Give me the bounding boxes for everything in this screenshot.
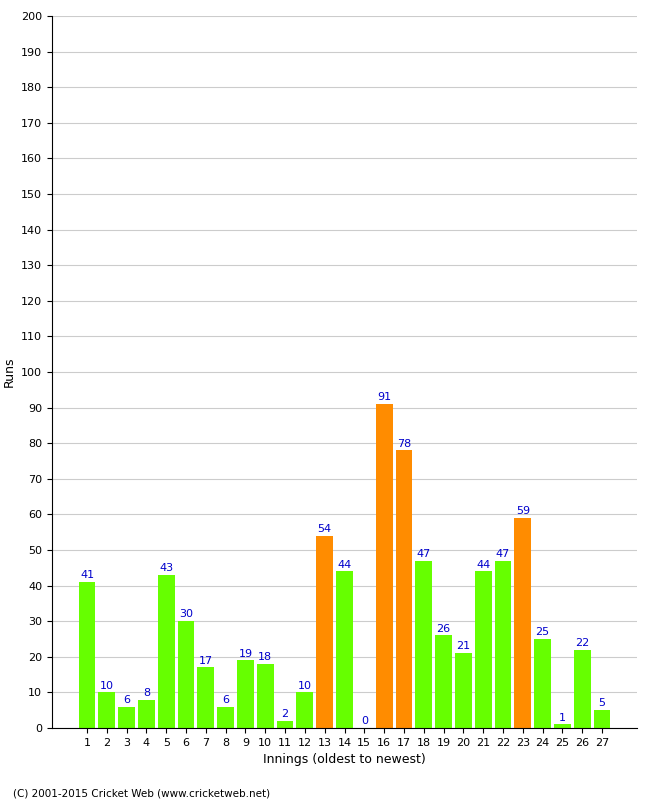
Text: 18: 18: [258, 652, 272, 662]
Text: 59: 59: [515, 506, 530, 516]
Text: 8: 8: [143, 688, 150, 698]
Bar: [415, 561, 432, 728]
Text: 25: 25: [536, 627, 550, 638]
Bar: [474, 571, 491, 728]
Text: 44: 44: [337, 559, 352, 570]
Bar: [574, 650, 591, 728]
Bar: [317, 536, 333, 728]
Bar: [554, 725, 571, 728]
X-axis label: Innings (oldest to newest): Innings (oldest to newest): [263, 754, 426, 766]
Text: 91: 91: [377, 392, 391, 402]
Bar: [277, 721, 294, 728]
Y-axis label: Runs: Runs: [3, 357, 16, 387]
Bar: [98, 693, 115, 728]
Text: 10: 10: [298, 681, 312, 690]
Text: (C) 2001-2015 Cricket Web (www.cricketweb.net): (C) 2001-2015 Cricket Web (www.cricketwe…: [13, 788, 270, 798]
Text: 41: 41: [80, 570, 94, 580]
Bar: [177, 622, 194, 728]
Text: 54: 54: [318, 524, 332, 534]
Text: 5: 5: [599, 698, 606, 709]
Text: 47: 47: [496, 549, 510, 559]
Text: 30: 30: [179, 610, 193, 619]
Text: 6: 6: [222, 695, 229, 705]
Text: 19: 19: [239, 649, 253, 658]
Text: 17: 17: [199, 656, 213, 666]
Text: 44: 44: [476, 559, 490, 570]
Text: 43: 43: [159, 563, 174, 573]
Bar: [138, 699, 155, 728]
Text: 0: 0: [361, 716, 368, 726]
Text: 10: 10: [100, 681, 114, 690]
Text: 6: 6: [123, 695, 130, 705]
Bar: [336, 571, 353, 728]
Bar: [514, 518, 531, 728]
Bar: [198, 667, 214, 728]
Bar: [217, 706, 234, 728]
Text: 78: 78: [396, 438, 411, 449]
Text: 26: 26: [436, 624, 450, 634]
Bar: [534, 639, 551, 728]
Bar: [296, 693, 313, 728]
Bar: [395, 450, 412, 728]
Text: 2: 2: [281, 709, 289, 719]
Text: 21: 21: [456, 642, 471, 651]
Bar: [79, 582, 96, 728]
Bar: [435, 635, 452, 728]
Text: 47: 47: [417, 549, 431, 559]
Bar: [376, 404, 393, 728]
Text: 22: 22: [575, 638, 590, 648]
Bar: [455, 654, 472, 728]
Bar: [495, 561, 512, 728]
Bar: [158, 575, 175, 728]
Bar: [593, 710, 610, 728]
Text: 1: 1: [559, 713, 566, 722]
Bar: [237, 660, 254, 728]
Bar: [118, 706, 135, 728]
Bar: [257, 664, 274, 728]
